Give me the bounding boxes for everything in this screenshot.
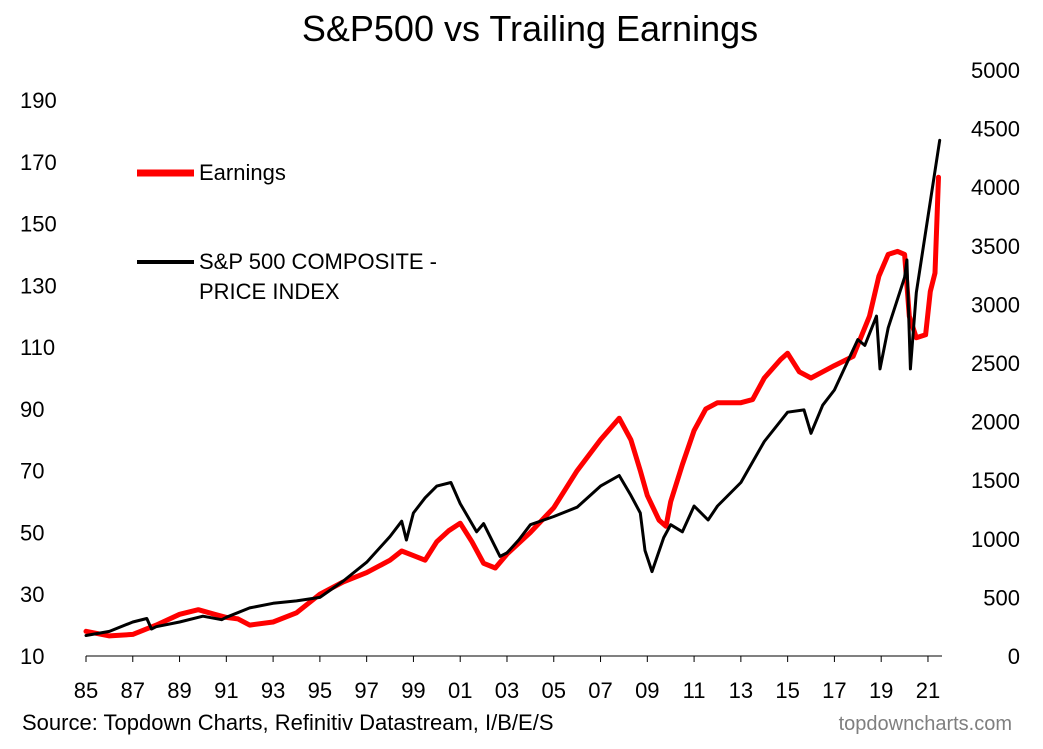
y-left-tick-label: 50	[20, 520, 44, 545]
x-tick-label: 09	[635, 678, 659, 703]
y-right-tick-label: 0	[1008, 644, 1020, 669]
y-right-tick-label: 5000	[971, 58, 1020, 83]
chart-title: S&P500 vs Trailing Earnings	[302, 8, 758, 49]
x-tick-label: 91	[214, 678, 238, 703]
x-tick-label: 13	[729, 678, 753, 703]
y-right-tick-label: 500	[983, 585, 1020, 610]
x-axis: 85 87 89 91 93 95 97 99 01 03 05 07 09 11 13 15 17 19 21	[74, 655, 942, 703]
y-left-tick-label: 10	[20, 644, 44, 669]
y-right-axis: 0 500 1000 1500 2000 2500 3000 3500 4000 4500 5000	[971, 58, 1020, 669]
series-line-earnings	[83, 174, 941, 639]
y-right-tick-label: 3500	[971, 234, 1020, 259]
series-group	[83, 138, 942, 639]
x-tick-label: 19	[869, 678, 893, 703]
y-right-tick-label: 3000	[971, 292, 1020, 317]
x-tick-label: 97	[354, 678, 378, 703]
legend-label-earnings: Earnings	[199, 160, 286, 185]
y-right-tick-label: 1500	[971, 468, 1020, 493]
x-tick-label: 89	[167, 678, 191, 703]
y-left-tick-label: 130	[20, 273, 57, 298]
x-tick-label: 87	[121, 678, 145, 703]
y-right-tick-label: 2000	[971, 410, 1020, 435]
x-tick-label: 11	[683, 678, 706, 703]
x-tick-label: 07	[588, 678, 612, 703]
x-tick-label: 99	[401, 678, 425, 703]
x-tick-label: 93	[261, 678, 285, 703]
x-tick-label: 21	[916, 678, 940, 703]
y-right-tick-label: 4000	[971, 175, 1020, 200]
y-left-tick-label: 90	[20, 397, 44, 422]
y-right-tick-label: 4500	[971, 117, 1020, 142]
x-tick-label: 01	[448, 678, 472, 703]
y-left-tick-label: 190	[20, 88, 57, 113]
y-left-tick-label: 170	[20, 150, 57, 175]
y-left-tick-label: 150	[20, 212, 57, 237]
x-tick-label: 05	[542, 678, 566, 703]
legend: Earnings S&P 500 COMPOSITE - PRICE INDEX	[137, 160, 437, 304]
series-line-sp500	[84, 138, 942, 637]
x-tick-label: 15	[775, 678, 799, 703]
y-left-tick-label: 70	[20, 459, 44, 484]
brand-watermark: topdowncharts.com	[839, 713, 1012, 735]
legend-label-sp500-line2: PRICE INDEX	[199, 279, 340, 304]
source-note: Source: Topdown Charts, Refinitiv Datast…	[22, 710, 554, 735]
legend-label-sp500-line1: S&P 500 COMPOSITE -	[199, 249, 437, 274]
y-left-tick-label: 110	[20, 335, 55, 360]
x-tick-label: 17	[822, 678, 846, 703]
y-left-axis: 10 30 50 70 90 110 130 150 170 190	[20, 88, 57, 669]
y-left-tick-label: 30	[20, 582, 44, 607]
y-right-tick-label: 2500	[971, 351, 1020, 376]
x-tick-label: 85	[74, 678, 98, 703]
y-right-tick-label: 1000	[971, 527, 1020, 552]
x-tick-label: 95	[308, 678, 332, 703]
x-tick-label: 03	[495, 678, 519, 703]
